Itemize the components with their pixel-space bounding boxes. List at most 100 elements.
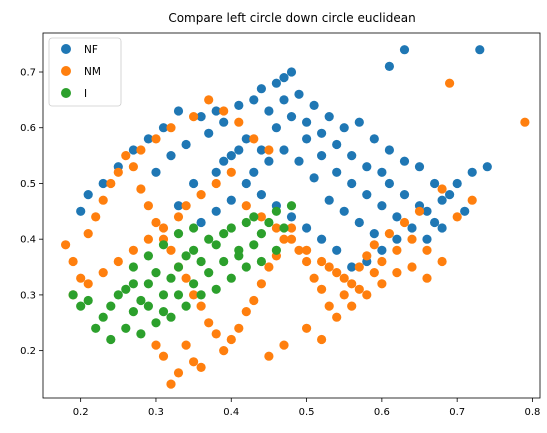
point-i-8 bbox=[128, 307, 138, 317]
point-nm-14 bbox=[166, 245, 176, 255]
y-tick-label: 0.2 bbox=[20, 346, 36, 357]
point-nm-18 bbox=[196, 301, 206, 311]
chart-title: Compare left circle down circle euclidea… bbox=[168, 11, 415, 25]
point-nm-46 bbox=[520, 117, 530, 127]
point-nf-45 bbox=[264, 106, 274, 116]
point-nf-31 bbox=[196, 112, 206, 122]
point-i-2 bbox=[83, 295, 93, 306]
point-nf-19 bbox=[467, 167, 477, 177]
point-nf-24 bbox=[286, 67, 297, 77]
point-nf-58 bbox=[460, 206, 470, 216]
point-nm-69 bbox=[211, 178, 221, 189]
point-nf-27 bbox=[256, 84, 266, 94]
point-nf-54 bbox=[399, 156, 410, 166]
legend-marker-nf bbox=[61, 44, 71, 54]
point-nf-44 bbox=[219, 117, 229, 127]
point-i-40 bbox=[121, 323, 131, 333]
point-nm-74 bbox=[143, 234, 153, 244]
point-i-28 bbox=[286, 201, 297, 211]
point-nm-36 bbox=[332, 312, 342, 322]
point-nm-27 bbox=[264, 262, 274, 272]
point-nf-52 bbox=[369, 134, 379, 144]
point-i-36 bbox=[181, 301, 191, 311]
point-nf-38 bbox=[83, 190, 93, 200]
point-nm-24 bbox=[241, 307, 251, 317]
point-nf-43 bbox=[204, 128, 214, 138]
point-nm-97 bbox=[414, 206, 425, 216]
point-i-20 bbox=[219, 229, 229, 239]
point-nm-3 bbox=[83, 229, 93, 239]
point-nm-96 bbox=[437, 184, 447, 194]
point-nf-61 bbox=[392, 234, 402, 244]
x-axis: 0.2 0.3 0.4 0.5 0.6 0.7 0.8 bbox=[73, 398, 541, 418]
point-nf-0 bbox=[173, 201, 184, 211]
point-nm-80 bbox=[241, 201, 251, 211]
point-nm-95 bbox=[467, 195, 477, 205]
point-nf-84 bbox=[347, 151, 357, 161]
point-nf-16 bbox=[422, 206, 432, 216]
point-nf-93 bbox=[249, 167, 259, 177]
point-nf-59 bbox=[422, 234, 432, 244]
point-nf-65 bbox=[332, 245, 342, 255]
point-nm-62 bbox=[189, 112, 199, 122]
legend-marker-nm bbox=[61, 66, 71, 76]
x-tick-label: 0.8 bbox=[525, 407, 541, 418]
point-nm-90 bbox=[392, 268, 402, 278]
point-nm-50 bbox=[189, 357, 199, 367]
point-i-33 bbox=[226, 273, 236, 283]
legend-label-i: I bbox=[84, 88, 87, 100]
point-nm-19 bbox=[204, 318, 214, 328]
point-nm-9 bbox=[128, 162, 138, 172]
point-nm-100 bbox=[369, 240, 379, 250]
point-i-34 bbox=[211, 284, 221, 294]
point-i-32 bbox=[241, 262, 251, 272]
point-i-50 bbox=[249, 240, 259, 250]
point-nf-25 bbox=[279, 73, 289, 83]
x-tick-label: 0.2 bbox=[73, 407, 89, 418]
point-nf-6 bbox=[271, 123, 281, 133]
point-nf-72 bbox=[226, 195, 236, 205]
point-i-37 bbox=[166, 312, 176, 322]
point-nm-11 bbox=[143, 201, 153, 211]
point-nf-28 bbox=[249, 95, 259, 105]
point-nf-80 bbox=[384, 178, 394, 189]
point-i-13 bbox=[166, 273, 176, 283]
point-nf-32 bbox=[173, 106, 184, 116]
point-nm-53 bbox=[181, 340, 191, 350]
point-nf-15 bbox=[407, 223, 417, 233]
plot-frame bbox=[42, 32, 541, 399]
point-nm-99 bbox=[384, 229, 394, 239]
point-nf-41 bbox=[166, 151, 176, 161]
points-layer bbox=[61, 45, 530, 389]
point-nm-85 bbox=[317, 256, 327, 267]
point-nf-71 bbox=[241, 178, 251, 189]
point-nf-34 bbox=[143, 134, 153, 144]
point-i-0 bbox=[68, 290, 78, 300]
point-i-51 bbox=[173, 290, 184, 300]
y-tick-label: 0.7 bbox=[20, 68, 36, 79]
point-nm-61 bbox=[166, 123, 176, 133]
point-i-31 bbox=[256, 256, 266, 267]
point-i-14 bbox=[173, 262, 184, 272]
point-nm-38 bbox=[347, 279, 357, 289]
point-nm-83 bbox=[286, 234, 297, 244]
point-i-49 bbox=[234, 251, 244, 261]
point-nf-76 bbox=[324, 195, 334, 205]
point-nf-85 bbox=[362, 162, 372, 172]
legend: NF NM I bbox=[48, 37, 122, 107]
point-nf-30 bbox=[211, 106, 221, 116]
point-i-54 bbox=[158, 307, 169, 317]
point-nf-55 bbox=[414, 162, 425, 172]
point-nm-12 bbox=[151, 217, 161, 228]
point-i-47 bbox=[204, 268, 214, 278]
y-tick-label: 0.4 bbox=[20, 235, 36, 246]
point-nm-56 bbox=[279, 340, 289, 350]
point-nm-75 bbox=[128, 245, 138, 255]
point-nf-83 bbox=[430, 217, 440, 228]
point-nf-90 bbox=[294, 156, 304, 166]
point-i-29 bbox=[279, 223, 289, 233]
point-nm-17 bbox=[189, 290, 199, 300]
point-nf-2 bbox=[211, 167, 221, 177]
point-nf-60 bbox=[437, 223, 447, 233]
point-nf-12 bbox=[362, 190, 372, 200]
